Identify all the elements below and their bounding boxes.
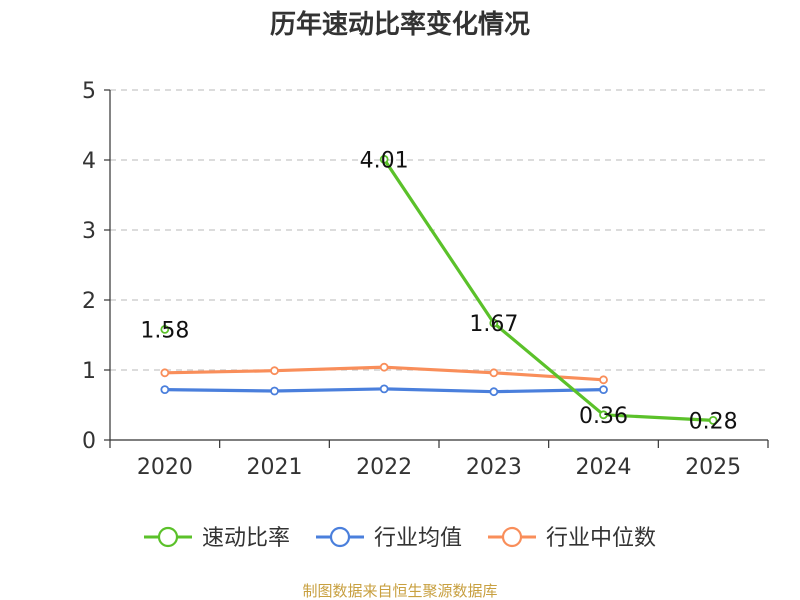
data-label-速动比率-2024: 0.36 (579, 404, 628, 429)
y-tick-label-5: 5 (82, 79, 96, 104)
data-point-行业中位数-2023[interactable] (489, 368, 499, 378)
x-tick-label-2022: 2022 (356, 455, 412, 480)
x-tick-label-2024: 2024 (576, 455, 632, 480)
data-label-速动比率-2025: 0.28 (689, 409, 738, 434)
grid (110, 89, 768, 371)
x-tick-label-2025: 2025 (685, 455, 741, 480)
data-point-行业均值-2020[interactable] (160, 385, 170, 395)
data-labels: 1.58 4.01 1.67 0.36 0.28 (140, 148, 737, 434)
data-point-行业中位数-2022[interactable] (379, 362, 389, 372)
data-point-速动比率-2022[interactable] (379, 154, 389, 164)
source-note: 制图数据来自恒生聚源数据库 (302, 582, 497, 600)
data-label-速动比率-2020: 1.58 (140, 318, 189, 343)
legend-marker-行业中位数 (501, 526, 523, 548)
legend[interactable]: 速动比率 行业均值 行业中位数 (143, 526, 656, 551)
y-tick-label-2: 2 (82, 289, 96, 314)
legend-item-行业中位数[interactable]: 行业中位数 (488, 526, 656, 551)
legend-label-速动比率: 速动比率 (202, 526, 290, 551)
legend-label-行业均值: 行业均值 (374, 526, 462, 551)
data-point-行业均值-2024[interactable] (599, 385, 608, 395)
series-line-速动比率 (382, 157, 715, 422)
y-tick-label-3: 3 (82, 219, 96, 244)
data-point-行业均值-2023[interactable] (489, 387, 499, 397)
data-point-行业均值-2021[interactable] (270, 386, 279, 396)
series-行业均值 (160, 384, 608, 397)
axes: 0 1 2 3 4 5 2020 2021 2022 2023 2024 2025 (82, 79, 769, 480)
legend-marker-行业均值 (329, 526, 351, 548)
series-行业中位数 (160, 362, 608, 385)
data-point-速动比率-2023[interactable] (489, 318, 499, 328)
legend-item-速动比率[interactable]: 速动比率 (143, 526, 290, 551)
data-point-行业均值-2022[interactable] (379, 384, 389, 394)
data-point-速动比率-2025[interactable] (708, 415, 718, 425)
x-tick-label-2020: 2020 (137, 455, 193, 480)
data-label-速动比率-2022: 4.01 (360, 148, 409, 173)
series-layer (160, 154, 718, 425)
x-tick-label-2023: 2023 (466, 455, 522, 480)
series-速动比率 (160, 154, 718, 425)
chart-title: 历年速动比率变化情况 (270, 9, 530, 40)
data-point-行业中位数-2024[interactable] (599, 375, 608, 385)
data-label-速动比率-2023: 1.67 (469, 312, 518, 337)
legend-label-行业中位数: 行业中位数 (546, 526, 656, 551)
y-tick-label-0: 0 (82, 429, 96, 454)
data-point-速动比率-2020[interactable] (160, 324, 170, 334)
legend-marker-速动比率 (157, 526, 179, 548)
x-tick-label-2021: 2021 (247, 455, 303, 480)
data-point-行业中位数-2020[interactable] (160, 368, 170, 378)
data-point-行业中位数-2021[interactable] (270, 366, 279, 376)
y-tick-label-4: 4 (82, 149, 96, 174)
legend-item-行业均值[interactable]: 行业均值 (315, 526, 462, 551)
y-tick-label-1: 1 (82, 359, 96, 384)
data-point-速动比率-2024[interactable] (599, 410, 608, 420)
